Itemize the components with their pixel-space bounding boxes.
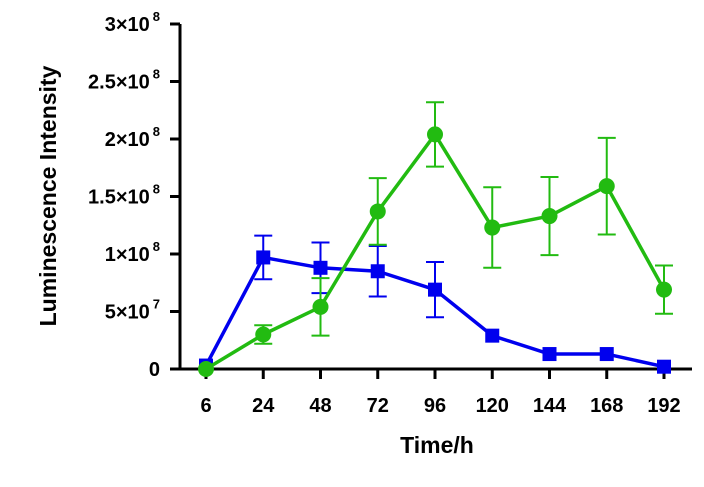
x-tick-label: 48 [309, 395, 331, 417]
y-tick-label: 2.5×10 8 [88, 67, 160, 94]
data-point [369, 203, 386, 220]
data-point [599, 347, 614, 362]
x-axis-title: Time/h [400, 432, 474, 458]
y-tick-label: 0 [149, 359, 160, 381]
data-point [598, 178, 615, 195]
y-tick-exponent: 7 [153, 297, 160, 312]
series-green [198, 101, 673, 377]
data-point [198, 361, 214, 377]
data-point [313, 260, 328, 275]
y-tick-mantissa: 0 [149, 359, 160, 381]
y-tick-label: 1.5×10 8 [88, 182, 160, 209]
data-point [312, 298, 329, 315]
x-tick-label: 6 [200, 395, 211, 417]
data-point [485, 328, 500, 343]
data-point [255, 326, 272, 343]
y-tick-label: 1×10 8 [105, 239, 160, 266]
data-point [484, 219, 501, 236]
data-point [541, 208, 558, 225]
x-tick-label: 192 [647, 395, 680, 417]
y-tick-exponent: 8 [153, 124, 160, 139]
x-tick-label: 72 [367, 395, 389, 417]
y-tick-mantissa: 2.5×10 [88, 72, 150, 94]
data-point [657, 359, 671, 374]
y-tick-label: 2×10 8 [105, 124, 160, 151]
data-point [542, 347, 557, 362]
data-point [427, 126, 443, 143]
y-tick-label: 3×10 8 [105, 9, 160, 36]
x-tick-label: 120 [476, 395, 509, 417]
x-tick-label: 168 [590, 395, 623, 417]
y-tick-mantissa: 1×10 [105, 244, 150, 266]
y-tick-label: 5×10 7 [105, 297, 160, 324]
x-tick-label: 96 [424, 395, 446, 417]
y-tick-exponent: 8 [153, 9, 160, 24]
x-tick-label: 24 [252, 395, 275, 417]
series-blue [199, 234, 671, 374]
y-tick-mantissa: 5×10 [105, 302, 150, 324]
y-tick-exponent: 8 [153, 182, 160, 197]
data-point [370, 264, 385, 279]
series-line [205, 132, 666, 371]
data-point [428, 282, 442, 297]
data-point [256, 250, 271, 265]
data-point [656, 281, 672, 298]
y-tick-mantissa: 3×10 [105, 14, 150, 36]
y-tick-mantissa: 2×10 [105, 129, 150, 151]
y-tick-exponent: 8 [153, 67, 160, 82]
y-axis-title: Luminescence Intensity [35, 65, 61, 326]
y-tick-exponent: 8 [153, 239, 160, 254]
y-tick-mantissa: 1.5×10 [88, 187, 150, 209]
x-tick-label: 144 [533, 395, 567, 417]
